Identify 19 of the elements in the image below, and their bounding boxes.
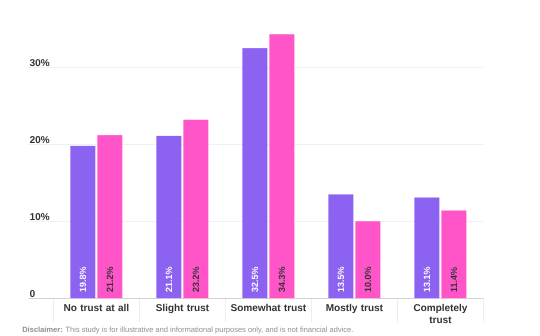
data-label: 21.2% <box>106 266 114 292</box>
data-label: 34.3% <box>278 266 286 292</box>
x-tick-label: Slight trust <box>156 304 209 314</box>
data-label: 13.1% <box>424 266 430 292</box>
data-label: 11.4% <box>450 267 458 292</box>
y-tick-label: 0 <box>30 290 35 298</box>
x-tick-label: Completely trust <box>414 304 468 324</box>
data-label: 13.5% <box>338 266 344 292</box>
x-tick-label: No trust at all <box>64 304 128 312</box>
data-label: 10.0% <box>364 266 372 292</box>
y-tick-label: 20% <box>30 136 50 144</box>
y-tick-label: 10% <box>30 213 50 220</box>
data-label: 19.8% <box>80 266 86 292</box>
data-label: 21.1% <box>166 266 172 292</box>
data-label: 23.2% <box>192 266 200 292</box>
x-tick-label: Somewhat trust <box>230 304 306 312</box>
data-label: 32.5% <box>252 266 258 292</box>
x-tick-label: Mostly trust <box>326 304 383 314</box>
y-tick-label: 30% <box>30 59 50 66</box>
